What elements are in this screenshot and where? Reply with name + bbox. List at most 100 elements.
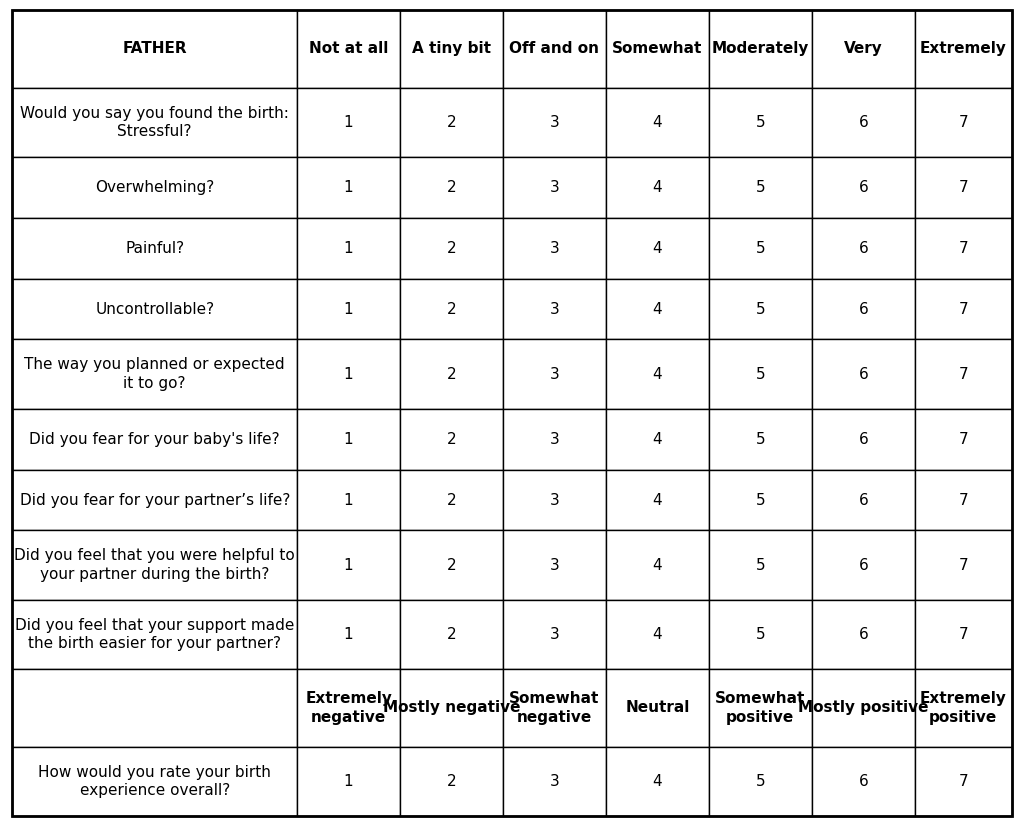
- Text: 5: 5: [756, 367, 765, 382]
- Text: 6: 6: [858, 492, 868, 507]
- Bar: [503, 10, 606, 88]
- Text: 3: 3: [550, 240, 559, 256]
- Bar: [297, 747, 400, 816]
- Bar: [606, 530, 709, 600]
- Text: How would you rate your birth
experience overall?: How would you rate your birth experience…: [38, 765, 271, 798]
- Bar: [606, 278, 709, 339]
- Bar: [297, 530, 400, 600]
- Bar: [812, 600, 914, 669]
- Bar: [606, 339, 709, 409]
- Text: 5: 5: [756, 774, 765, 789]
- Text: 3: 3: [550, 774, 559, 789]
- Text: Did you feel that your support made
the birth easier for your partner?: Did you feel that your support made the …: [15, 618, 294, 651]
- Text: 2: 2: [446, 432, 457, 447]
- Bar: [812, 339, 914, 409]
- Text: 5: 5: [756, 432, 765, 447]
- Text: 1: 1: [344, 367, 353, 382]
- Bar: [503, 530, 606, 600]
- Bar: [12, 218, 297, 278]
- Bar: [400, 470, 503, 530]
- Bar: [709, 530, 812, 600]
- Bar: [812, 409, 914, 470]
- Text: 6: 6: [858, 432, 868, 447]
- Text: 5: 5: [756, 558, 765, 572]
- Bar: [709, 600, 812, 669]
- Text: 6: 6: [858, 558, 868, 572]
- Bar: [400, 10, 503, 88]
- Text: 3: 3: [550, 492, 559, 507]
- Text: The way you planned or expected
it to go?: The way you planned or expected it to go…: [25, 358, 285, 391]
- Text: 4: 4: [652, 774, 663, 789]
- Bar: [400, 530, 503, 600]
- Bar: [914, 470, 1012, 530]
- Text: Not at all: Not at all: [309, 41, 388, 56]
- Text: Extremely
negative: Extremely negative: [305, 691, 392, 724]
- Bar: [12, 409, 297, 470]
- Text: 4: 4: [652, 180, 663, 195]
- Bar: [709, 10, 812, 88]
- Text: Very: Very: [844, 41, 883, 56]
- Bar: [812, 669, 914, 747]
- Bar: [503, 669, 606, 747]
- Text: 7: 7: [958, 180, 968, 195]
- Text: Uncontrollable?: Uncontrollable?: [95, 301, 214, 316]
- Bar: [503, 600, 606, 669]
- Bar: [297, 669, 400, 747]
- Bar: [12, 339, 297, 409]
- Text: 2: 2: [446, 627, 457, 642]
- Text: 7: 7: [958, 115, 968, 130]
- Text: Mostly negative: Mostly negative: [383, 700, 520, 715]
- Text: 4: 4: [652, 627, 663, 642]
- Text: Overwhelming?: Overwhelming?: [95, 180, 214, 195]
- Bar: [914, 157, 1012, 218]
- Text: Neutral: Neutral: [626, 700, 689, 715]
- Text: 2: 2: [446, 558, 457, 572]
- Text: 6: 6: [858, 115, 868, 130]
- Bar: [914, 530, 1012, 600]
- Bar: [12, 470, 297, 530]
- Text: Extremely: Extremely: [920, 41, 1007, 56]
- Bar: [400, 88, 503, 157]
- Text: 5: 5: [756, 301, 765, 316]
- Text: 1: 1: [344, 774, 353, 789]
- Bar: [709, 218, 812, 278]
- Text: Would you say you found the birth:
Stressful?: Would you say you found the birth: Stres…: [20, 106, 289, 139]
- Text: 3: 3: [550, 432, 559, 447]
- Text: 6: 6: [858, 774, 868, 789]
- Text: 5: 5: [756, 492, 765, 507]
- Bar: [606, 88, 709, 157]
- Text: Did you fear for your partner’s life?: Did you fear for your partner’s life?: [19, 492, 290, 507]
- Text: 2: 2: [446, 180, 457, 195]
- Text: 1: 1: [344, 558, 353, 572]
- Text: 7: 7: [958, 367, 968, 382]
- Bar: [812, 157, 914, 218]
- Bar: [914, 339, 1012, 409]
- Text: Somewhat
negative: Somewhat negative: [509, 691, 600, 724]
- Bar: [914, 88, 1012, 157]
- Text: Painful?: Painful?: [125, 240, 184, 256]
- Text: Somewhat: Somewhat: [612, 41, 702, 56]
- Bar: [400, 339, 503, 409]
- Bar: [503, 747, 606, 816]
- Text: 4: 4: [652, 558, 663, 572]
- Bar: [914, 218, 1012, 278]
- Bar: [297, 218, 400, 278]
- Bar: [400, 409, 503, 470]
- Text: 1: 1: [344, 240, 353, 256]
- Text: 1: 1: [344, 180, 353, 195]
- Text: 2: 2: [446, 367, 457, 382]
- Text: 5: 5: [756, 180, 765, 195]
- Text: 7: 7: [958, 240, 968, 256]
- Bar: [914, 10, 1012, 88]
- Text: 3: 3: [550, 180, 559, 195]
- Bar: [297, 470, 400, 530]
- Text: 5: 5: [756, 627, 765, 642]
- Bar: [812, 88, 914, 157]
- Bar: [12, 278, 297, 339]
- Bar: [12, 10, 297, 88]
- Bar: [297, 409, 400, 470]
- Text: Extremely
positive: Extremely positive: [920, 691, 1007, 724]
- Text: 7: 7: [958, 627, 968, 642]
- Bar: [400, 600, 503, 669]
- Bar: [297, 10, 400, 88]
